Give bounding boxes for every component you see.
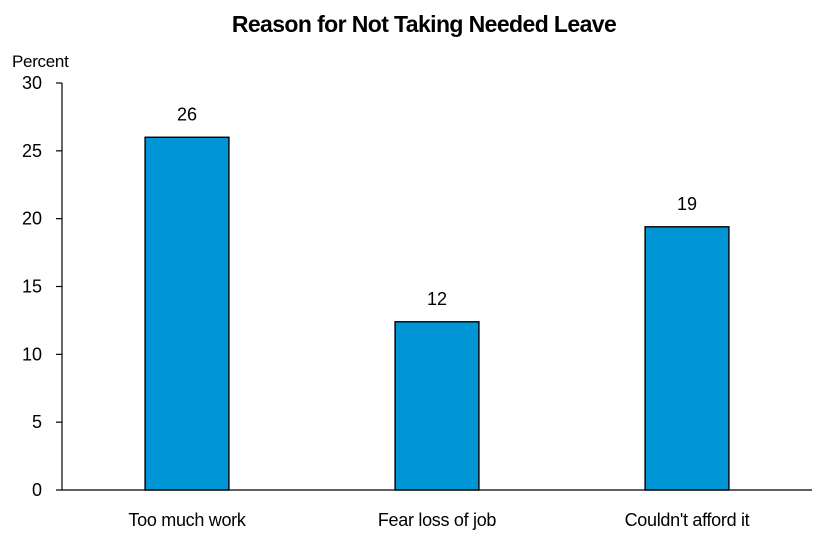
y-tick-label: 10: [22, 344, 42, 364]
bar: [144, 136, 230, 491]
y-tick-label: 30: [22, 73, 42, 93]
bars: [144, 136, 730, 491]
x-category-label: Couldn't afford it: [625, 510, 750, 530]
category-labels: Too much work Fear loss of job Couldn't af…: [128, 510, 750, 530]
y-tick-label: 0: [32, 480, 42, 500]
data-label: 26: [177, 104, 197, 124]
bar: [644, 226, 730, 491]
y-tick-label: 20: [22, 209, 42, 229]
y-axis-unit-label: Percent: [12, 52, 69, 71]
y-tick-label: 15: [22, 277, 42, 297]
data-label: 12: [427, 289, 447, 309]
x-category-label: Fear loss of job: [378, 510, 497, 530]
y-tick-label: 5: [32, 412, 42, 432]
x-category-label: Too much work: [128, 510, 246, 530]
y-axis: 0 5 10 15 20 25 30: [22, 73, 63, 500]
chart-title: Reason for Not Taking Needed Leave: [232, 11, 616, 37]
data-label: 19: [677, 194, 697, 214]
bar: [394, 321, 480, 491]
y-tick-label: 25: [22, 141, 42, 161]
data-labels: 26 12 19: [177, 104, 697, 309]
